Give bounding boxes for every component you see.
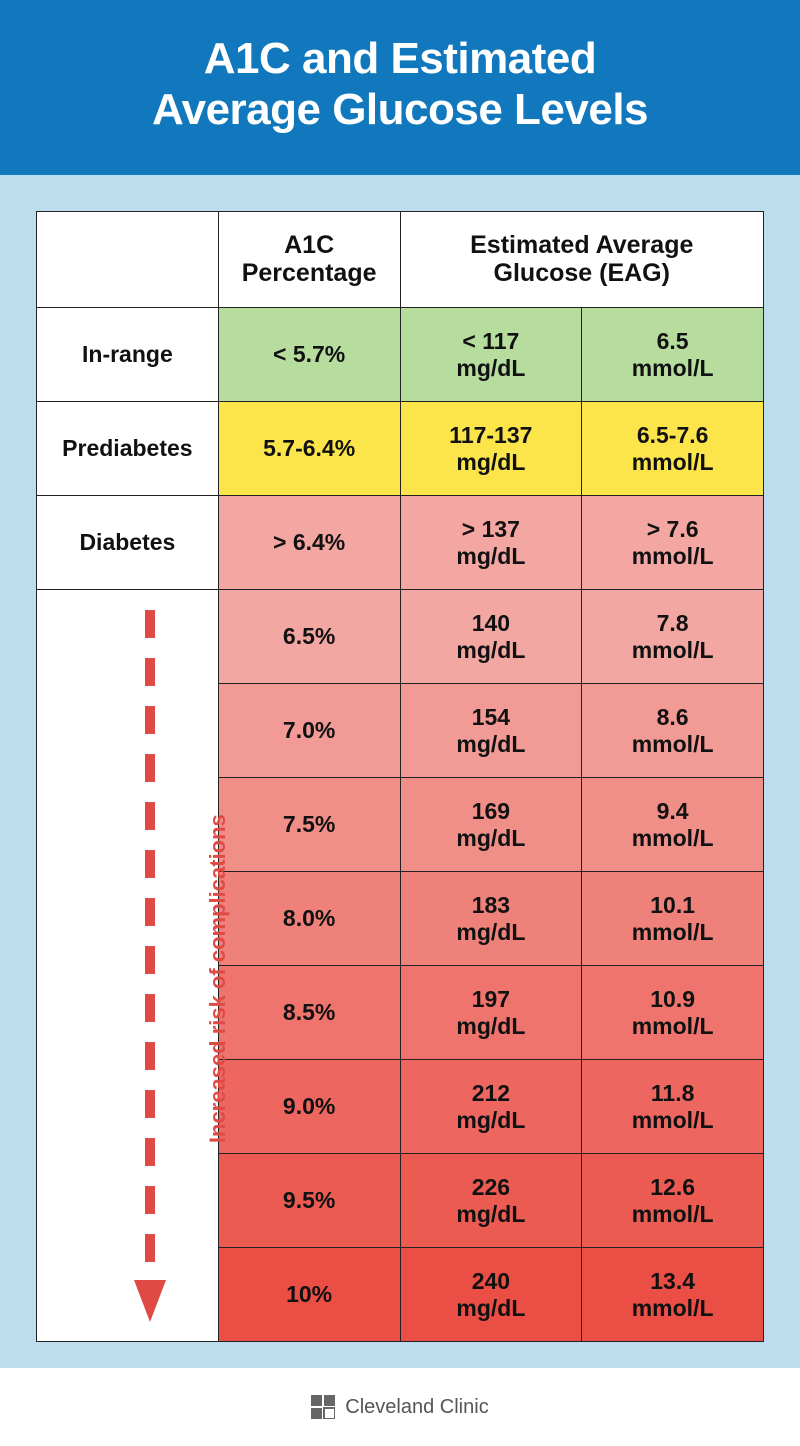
table-cell: 13.4mmol/L [582, 1248, 764, 1342]
row-label: In-range [37, 308, 219, 402]
table-cell: 169mg/dL [400, 778, 582, 872]
table-cell: 8.5% [218, 966, 400, 1060]
table-body: In-range< 5.7%< 117mg/dL6.5mmol/LPrediab… [37, 308, 764, 1342]
table-cell: > 6.4% [218, 496, 400, 590]
table-cell: 9.4mmol/L [582, 778, 764, 872]
risk-label: Increased risk of complications [205, 814, 230, 1143]
table-cell: 11.8mmol/L [582, 1060, 764, 1154]
table-row: Diabetes> 6.4%> 137mg/dL> 7.6mmol/L [37, 496, 764, 590]
col-header-a1c-text: A1CPercentage [242, 231, 377, 287]
table-cell: 9.5% [218, 1154, 400, 1248]
col-header-a1c: A1CPercentage [218, 212, 400, 308]
title-line-2: Average Glucose Levels [152, 85, 648, 134]
table-cell: 10.9mmol/L [582, 966, 764, 1060]
table-cell: < 117mg/dL [400, 308, 582, 402]
table-cell: 154mg/dL [400, 684, 582, 778]
risk-indicator-cell: Increased risk of complications [37, 590, 219, 1342]
table-cell: 197mg/dL [400, 966, 582, 1060]
a1c-eag-table: A1CPercentage Estimated AverageGlucose (… [36, 211, 764, 1342]
table-cell: 6.5mmol/L [582, 308, 764, 402]
footer: Cleveland Clinic [0, 1368, 800, 1446]
page-title: A1C and Estimated Average Glucose Levels [20, 34, 780, 135]
table-container: A1CPercentage Estimated AverageGlucose (… [0, 175, 800, 1368]
table-cell: 5.7-6.4% [218, 402, 400, 496]
table-cell: 7.5% [218, 778, 400, 872]
table-cell: 7.8mmol/L [582, 590, 764, 684]
col-header-eag: Estimated AverageGlucose (EAG) [400, 212, 764, 308]
table-cell: 6.5% [218, 590, 400, 684]
risk-arrow-icon [132, 604, 168, 1324]
table-row: Increased risk of complications6.5%140mg… [37, 590, 764, 684]
table-header-row: A1CPercentage Estimated AverageGlucose (… [37, 212, 764, 308]
table-cell: 226mg/dL [400, 1154, 582, 1248]
table-cell: > 137mg/dL [400, 496, 582, 590]
row-label: Prediabetes [37, 402, 219, 496]
cleveland-clinic-logo-icon [311, 1395, 335, 1419]
table-cell: < 5.7% [218, 308, 400, 402]
table-cell: 140mg/dL [400, 590, 582, 684]
title-line-1: A1C and Estimated [204, 34, 596, 83]
row-label: Diabetes [37, 496, 219, 590]
table-cell: 117-137mg/dL [400, 402, 582, 496]
table-cell: > 7.6mmol/L [582, 496, 764, 590]
col-header-eag-text: Estimated AverageGlucose (EAG) [470, 231, 693, 287]
table-cell: 8.0% [218, 872, 400, 966]
table-cell: 10.1mmol/L [582, 872, 764, 966]
table-cell: 8.6mmol/L [582, 684, 764, 778]
col-header-label [37, 212, 219, 308]
table-cell: 9.0% [218, 1060, 400, 1154]
table-cell: 12.6mmol/L [582, 1154, 764, 1248]
table-cell: 212mg/dL [400, 1060, 582, 1154]
table-cell: 240mg/dL [400, 1248, 582, 1342]
table-cell: 7.0% [218, 684, 400, 778]
footer-brand: Cleveland Clinic [345, 1396, 488, 1419]
table-row: Prediabetes5.7-6.4%117-137mg/dL6.5-7.6mm… [37, 402, 764, 496]
table-row: In-range< 5.7%< 117mg/dL6.5mmol/L [37, 308, 764, 402]
table-cell: 6.5-7.6mmol/L [582, 402, 764, 496]
table-cell: 10% [218, 1248, 400, 1342]
table-cell: 183mg/dL [400, 872, 582, 966]
page-header: A1C and Estimated Average Glucose Levels [0, 0, 800, 175]
